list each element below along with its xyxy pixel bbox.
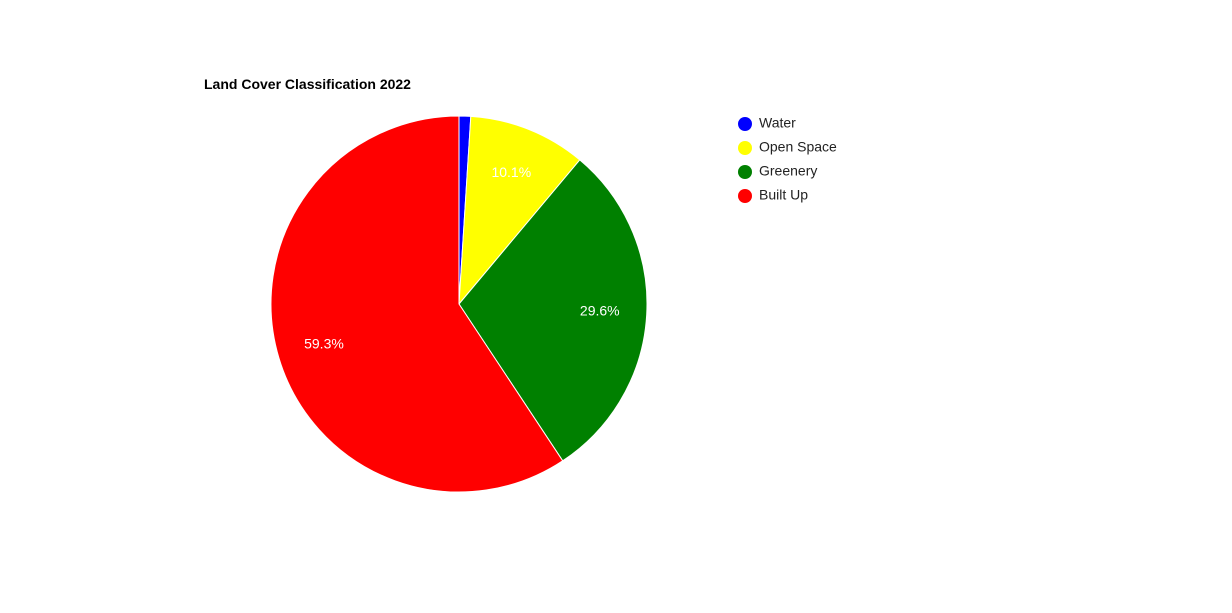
legend-swatch-open-space <box>738 141 752 155</box>
pie-slice-built-up[interactable] <box>270 115 564 493</box>
legend-label-built-up: Built Up <box>759 187 808 203</box>
chart-title: Land Cover Classification 2022 <box>204 76 411 92</box>
legend-item-greenery[interactable]: Greenery <box>738 163 817 179</box>
legend-swatch-built-up <box>738 189 752 203</box>
legend: Water Open Space Greenery Built Up <box>738 115 837 203</box>
legend-swatch-greenery <box>738 165 752 179</box>
legend-label-water: Water <box>759 115 796 131</box>
pie-slices <box>270 115 648 493</box>
pie-slice-open-space[interactable] <box>458 115 581 306</box>
legend-item-built-up[interactable]: Built Up <box>738 187 808 203</box>
slice-label-open-space: 10.1% <box>491 164 531 180</box>
legend-swatch-water <box>738 117 752 131</box>
legend-item-open-space[interactable]: Open Space <box>738 139 837 155</box>
slice-label-built-up: 59.3% <box>304 335 344 351</box>
legend-label-greenery: Greenery <box>759 163 817 179</box>
pie-slice-labels: 10.1% 29.6% 59.3% <box>304 164 620 352</box>
legend-label-open-space: Open Space <box>759 139 837 155</box>
slice-label-greenery: 29.6% <box>580 303 620 319</box>
pie-slice-greenery[interactable] <box>458 159 648 462</box>
legend-item-water[interactable]: Water <box>738 115 796 131</box>
